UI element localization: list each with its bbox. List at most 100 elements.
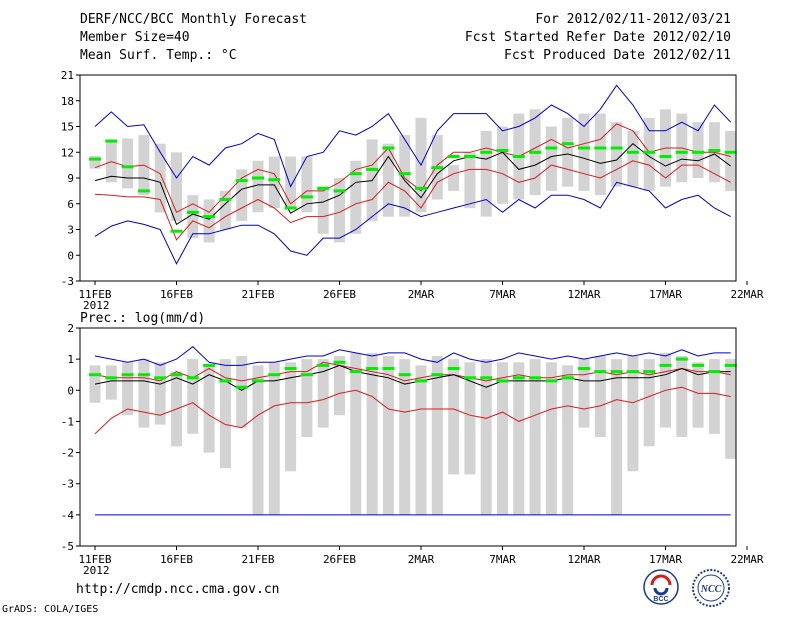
ensemble-median-line [94, 143, 731, 226]
ensemble-box [448, 165, 460, 191]
ensemble-box [334, 178, 345, 243]
observed-marker [268, 373, 281, 377]
y-tick-label: 2 [67, 322, 74, 335]
y-tick-label: 0 [67, 249, 74, 262]
x-tick-label: 17MAR [649, 288, 682, 301]
ensemble-box [366, 352, 378, 515]
observed-marker [121, 165, 134, 169]
observed-marker [415, 186, 427, 190]
ensemble-box [725, 359, 737, 459]
y-tick-label: 12 [61, 146, 74, 159]
x-tick-label: 16FEB [160, 553, 193, 566]
ensemble-box [105, 365, 117, 400]
ensemble-box [382, 356, 394, 515]
observed-marker [561, 376, 574, 380]
observed-marker [203, 363, 216, 367]
ensemble-box [187, 195, 199, 239]
ensemble-box [252, 365, 264, 515]
observed-marker [398, 172, 411, 176]
ensemble-box [317, 359, 329, 428]
ensemble-box [171, 152, 182, 221]
ensemble-box [301, 359, 313, 437]
ensemble-box [138, 359, 150, 428]
x-tick-label: 16FEB [160, 288, 193, 301]
observed-marker [284, 367, 297, 370]
ensemble-box [545, 126, 557, 191]
y-tick-label: -3 [61, 275, 74, 288]
observed-marker [366, 367, 379, 370]
observed-marker [300, 373, 313, 377]
observed-marker [186, 376, 199, 380]
observed-marker [447, 367, 460, 370]
lower-quartile-line [94, 386, 731, 435]
bcc-logo: BCC [643, 569, 679, 605]
ensemble-box [627, 356, 639, 472]
observed-marker [578, 367, 590, 370]
observed-marker [105, 139, 118, 143]
observed-marker [643, 370, 656, 374]
ensemble-box [219, 359, 231, 469]
observed-marker [317, 363, 330, 367]
x-tick-label: 22MAR [730, 288, 763, 301]
source-url: http://cmdp.ncc.cma.gov.cn [76, 582, 280, 597]
observed-marker [219, 379, 232, 383]
observed-marker [137, 373, 150, 377]
ensemble-box [464, 362, 476, 475]
observed-marker [708, 370, 721, 374]
observed-marker [382, 146, 395, 150]
precipitation-panel: -5 -4 -3 -2 -1 0 1 2 11FEB 16FEB 21FEB 26FEB 2MAR 7MA… [61, 311, 764, 577]
ensemble-box [594, 113, 606, 196]
ensemble-box [154, 362, 166, 425]
ensemble-box [301, 156, 313, 213]
ncc-logo: NCC [692, 569, 730, 607]
ensemble-min-line [94, 181, 731, 265]
x-tick-label: 7MAR [489, 553, 516, 566]
observed-marker [89, 373, 101, 377]
ensemble-box [725, 130, 737, 191]
ensemble-box [643, 359, 655, 447]
observed-marker [366, 167, 379, 171]
x-tick-label: 26FEB [323, 288, 356, 301]
observed-marker [529, 376, 542, 380]
observed-marker [284, 206, 297, 210]
ensemble-box [545, 362, 557, 515]
ensemble-box [203, 365, 215, 453]
ensemble-box [252, 160, 264, 213]
ensemble-box [497, 362, 508, 515]
observed-marker [626, 370, 639, 374]
observed-marker [643, 150, 656, 154]
ensemble-box [122, 362, 134, 416]
temperature-panel: -3 0 3 6 9 12 15 18 21 11FEB 16FEB 21FEB 26FEB 2MAR 7M… [61, 69, 764, 312]
ensemble-box [529, 359, 541, 515]
ensemble-box [627, 130, 639, 187]
x-tick-label: 11FEB [78, 553, 111, 566]
ensemble-median-line [94, 364, 731, 391]
observed-marker [610, 370, 623, 374]
upper-quartile-line [94, 123, 731, 213]
chart-title: DERF/NCC/BCC Monthly Forecast [80, 12, 307, 27]
y-tick-label: -2 [61, 447, 74, 460]
observed-marker [431, 373, 444, 377]
observed-marker [675, 150, 688, 154]
plot-frame [79, 327, 737, 547]
y-tick-label: 3 [67, 224, 74, 237]
observed-marker [626, 150, 639, 154]
observed-marker [349, 370, 362, 374]
panel-title: Prec.: log(mm/d) [80, 311, 205, 326]
ensemble-max-line [94, 84, 732, 188]
observed-marker [252, 379, 264, 383]
ensemble-box [236, 169, 248, 221]
ensemble-box [268, 156, 280, 208]
y-tick-label: 15 [61, 121, 74, 134]
x-tick-label: 21FEB [241, 553, 274, 566]
observed-marker [529, 150, 542, 154]
ensemble-max-line [94, 346, 731, 366]
observed-marker [724, 363, 737, 367]
x-tick-label: 22MAR [730, 553, 763, 566]
observed-marker [333, 189, 346, 193]
x-tick-label: 2MAR [408, 288, 435, 301]
observed-marker [121, 373, 134, 377]
observed-marker [561, 142, 574, 146]
ensemble-box [692, 122, 704, 178]
